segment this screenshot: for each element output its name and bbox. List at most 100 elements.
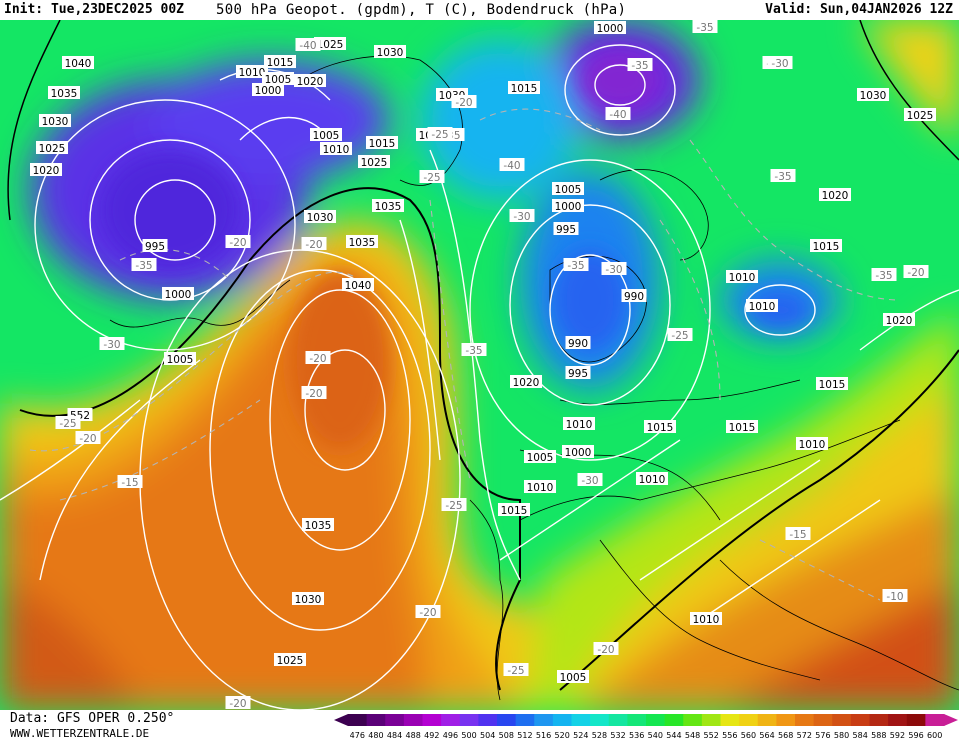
pressure-label-text: 1010 bbox=[749, 301, 776, 313]
temperature-label: -35 bbox=[627, 58, 653, 72]
colorbar: 476 480 484 488 492 496 500 504 508 512 516 520 524 5… bbox=[334, 714, 958, 740]
map-header: Init: Tue,23DEC2025 00Z 500 hPa Geopot. … bbox=[0, 0, 959, 20]
temperature-label: -15 bbox=[785, 527, 811, 541]
temperature-label: -35 bbox=[131, 258, 157, 272]
pressure-label-text: 1015 bbox=[501, 505, 528, 517]
pressure-label: 1020 bbox=[30, 163, 62, 177]
colorbar-min-arrow bbox=[334, 714, 348, 726]
pressure-label-text: 1030 bbox=[307, 212, 334, 224]
pressure-label: 1040 bbox=[342, 278, 374, 292]
pressure-label-text: 1010 bbox=[693, 614, 720, 626]
map-title: 500 hPa Geopot. (gpdm), T (C), Bodendruc… bbox=[216, 2, 627, 18]
temperature-label-text: -35 bbox=[465, 345, 482, 357]
temperature-label-text: -20 bbox=[907, 267, 924, 279]
colorbar-tick-label: 576 bbox=[815, 731, 830, 740]
colorbar-swatch bbox=[757, 714, 777, 726]
temperature-label: -20 bbox=[903, 265, 929, 279]
colorbar-tick-label: 524 bbox=[573, 731, 588, 740]
temperature-label-text: -30 bbox=[513, 211, 530, 223]
colorbar-tick-label: 480 bbox=[368, 731, 383, 740]
pressure-label: 1035 bbox=[302, 518, 334, 532]
pressure-label: 1010 bbox=[636, 472, 668, 486]
temperature-label: -10 bbox=[882, 589, 908, 603]
colorbar-swatch bbox=[422, 714, 442, 726]
pressure-label: 1000 bbox=[562, 445, 594, 459]
temperature-label-text: -35 bbox=[875, 270, 892, 282]
pressure-label: 995 bbox=[142, 239, 168, 253]
colorbar-tick-label: 568 bbox=[778, 731, 793, 740]
pressure-label-text: 1025 bbox=[39, 143, 66, 155]
colorbar-swatch bbox=[701, 714, 721, 726]
temperature-label: -25 bbox=[441, 498, 467, 512]
colorbar-swatch bbox=[478, 714, 498, 726]
pressure-label: 1005 bbox=[524, 450, 556, 464]
colorbar-swatch bbox=[571, 714, 591, 726]
pressure-label: 1010 bbox=[524, 480, 556, 494]
colorbar-swatch bbox=[590, 714, 610, 726]
colorbar-tick-label: 596 bbox=[908, 731, 923, 740]
temperature-label: -20 bbox=[451, 95, 477, 109]
colorbar-swatch bbox=[832, 714, 852, 726]
pressure-label: 1035 bbox=[48, 86, 80, 100]
temperature-label-text: -40 bbox=[609, 109, 626, 121]
pressure-label: 1030 bbox=[39, 114, 71, 128]
temperature-label-text: -25 bbox=[59, 418, 76, 430]
website-credit: WWW.WETTERZENTRALE.DE bbox=[10, 727, 150, 740]
temperature-label-text: -30 bbox=[103, 339, 120, 351]
colorbar-tick-label: 580 bbox=[834, 731, 849, 740]
pressure-label: 1015 bbox=[726, 420, 758, 434]
colorbar-swatch bbox=[739, 714, 759, 726]
pressure-label: 1015 bbox=[810, 239, 842, 253]
pressure-label: 1005 bbox=[557, 670, 589, 684]
pressure-label-text: 1000 bbox=[555, 201, 582, 213]
pressure-label-text: 1010 bbox=[323, 144, 350, 156]
colorbar-swatch bbox=[906, 714, 926, 726]
contour-552-east bbox=[559, 349, 959, 691]
pressure-label-text: 1025 bbox=[907, 110, 934, 122]
colorbar-swatch bbox=[813, 714, 833, 726]
pressure-label-text: 1000 bbox=[565, 447, 592, 459]
colorbar-tick-label: 528 bbox=[592, 731, 607, 740]
pressure-label-text: 1010 bbox=[639, 474, 666, 486]
colorbar-tick-label: 572 bbox=[797, 731, 812, 740]
temperature-label: -20 bbox=[225, 696, 251, 710]
pressure-label: 1010 bbox=[746, 299, 778, 313]
temperature-label-text: -35 bbox=[631, 60, 648, 72]
colorbar-tick-label: 544 bbox=[666, 731, 681, 740]
temperature-label-text: -10 bbox=[886, 591, 903, 603]
pressure-label: 1025 bbox=[314, 37, 346, 51]
colorbar-swatch bbox=[776, 714, 796, 726]
pressure-label-text: 1015 bbox=[813, 241, 840, 253]
pressure-label-text: 990 bbox=[624, 291, 644, 303]
pressure-label: 1020 bbox=[294, 74, 326, 88]
temperature-label-text: -20 bbox=[229, 237, 246, 249]
colorbar-swatch bbox=[683, 714, 703, 726]
temperature-label: -35 bbox=[770, 169, 796, 183]
contour-576-northeast bbox=[859, 20, 959, 161]
pressure-label: 1020 bbox=[510, 375, 542, 389]
temperature-label: -35 bbox=[563, 258, 589, 272]
colorbar-tick-label: 492 bbox=[424, 731, 439, 740]
pressure-label-text: 995 bbox=[145, 241, 165, 253]
temperature-label-text: -25 bbox=[445, 500, 462, 512]
pressure-label-text: 1040 bbox=[345, 280, 372, 292]
colorbar-max-arrow bbox=[944, 714, 958, 726]
temperature-label: -25 bbox=[55, 416, 81, 430]
temperature-label: -40 bbox=[605, 107, 631, 121]
temperature-label: -20 bbox=[305, 351, 331, 365]
pressure-label-text: 1010 bbox=[566, 419, 593, 431]
colorbar-tick-label: 564 bbox=[759, 731, 774, 740]
colorbar-tick-label: 584 bbox=[853, 731, 868, 740]
temperature-label-text: -20 bbox=[305, 388, 322, 400]
temperature-label: -30 bbox=[577, 473, 603, 487]
pressure-label: 995 bbox=[565, 366, 591, 380]
pressure-label-text: 1020 bbox=[886, 315, 913, 327]
pressure-label-text: 1020 bbox=[513, 377, 540, 389]
colorbar-tick-label: 520 bbox=[555, 731, 570, 740]
pressure-label-text: 995 bbox=[556, 224, 576, 236]
temperature-label: -20 bbox=[301, 386, 327, 400]
contour-552-north bbox=[7, 20, 61, 221]
pressure-label-text: 1005 bbox=[527, 452, 554, 464]
pressure-label: 1010 bbox=[796, 437, 828, 451]
pressure-label-text: 1010 bbox=[729, 272, 756, 284]
